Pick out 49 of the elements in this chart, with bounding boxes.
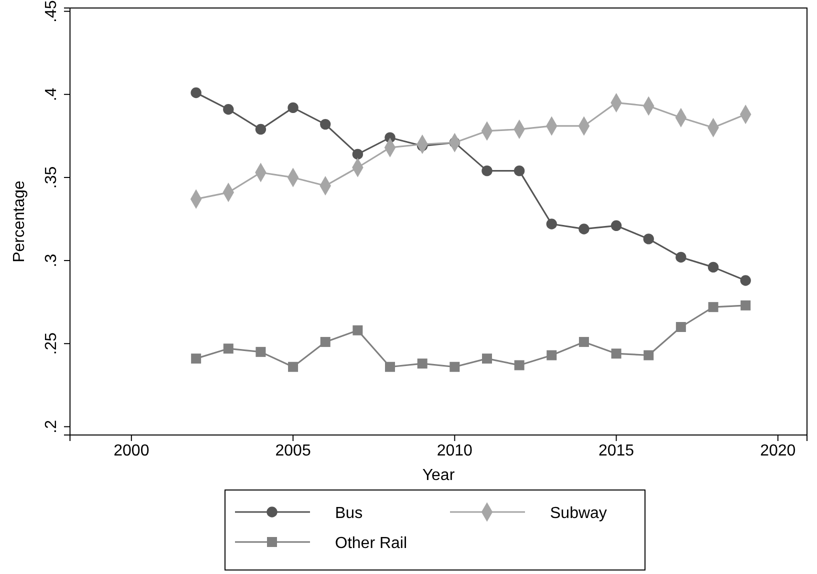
legend-label: Subway	[550, 505, 607, 522]
point	[578, 336, 589, 347]
point	[385, 362, 396, 372]
legend-label: Bus	[335, 505, 363, 522]
point	[610, 220, 622, 231]
x-tick-label: 2015	[598, 442, 634, 460]
x-tick-label: 2000	[114, 442, 150, 460]
x-tick-label: 2005	[275, 442, 311, 460]
point	[320, 118, 331, 130]
y-tick-label: .3	[43, 254, 60, 268]
point	[288, 102, 298, 114]
x-tick-label: 2020	[760, 442, 796, 460]
point	[352, 148, 364, 160]
point	[417, 358, 428, 369]
y-tick-label: .2	[43, 420, 60, 434]
point	[676, 322, 686, 332]
point	[255, 124, 266, 135]
point	[190, 87, 202, 98]
point	[643, 234, 654, 244]
point	[256, 346, 266, 357]
point	[223, 344, 234, 354]
point	[482, 165, 492, 176]
y-axis-title: Percentage	[11, 180, 28, 262]
point	[546, 350, 557, 360]
point	[740, 275, 751, 286]
legend-label: Other Rail	[335, 535, 408, 552]
point	[578, 224, 590, 234]
point	[708, 262, 719, 273]
y-tick-label: .35	[43, 166, 60, 189]
y-tick-label: .4	[43, 88, 60, 102]
point	[611, 348, 622, 359]
point	[352, 325, 363, 336]
point	[450, 362, 460, 372]
x-tick-label: 2010	[436, 442, 473, 460]
point	[482, 354, 492, 364]
x-axis-title: Year	[422, 467, 456, 484]
point	[223, 104, 234, 115]
point	[644, 350, 654, 360]
y-tick-label: .25	[43, 332, 60, 355]
point	[740, 300, 751, 310]
point	[514, 360, 524, 370]
y-tick-label: .45	[43, 0, 60, 22]
point	[514, 165, 525, 176]
point	[288, 362, 298, 372]
point	[320, 336, 330, 347]
point	[708, 302, 718, 312]
point	[546, 218, 557, 230]
point	[676, 252, 686, 263]
point	[191, 354, 202, 364]
